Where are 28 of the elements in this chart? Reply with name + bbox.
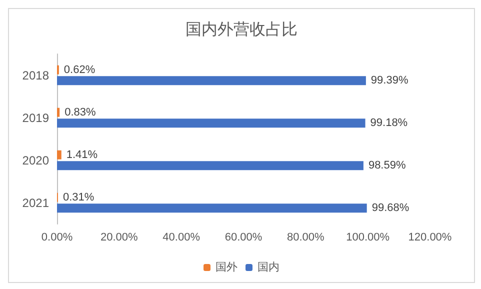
legend-label: 国内: [258, 260, 280, 274]
bar: [57, 118, 366, 128]
bar: [57, 150, 62, 160]
data-label: 0.62%: [64, 64, 96, 76]
data-label: 0.83%: [64, 106, 96, 118]
x-tick-label: 120.00%: [408, 232, 452, 244]
y-tick-label: 2018: [22, 68, 50, 82]
data-label: 98.59%: [368, 160, 406, 172]
data-label: 99.18%: [370, 117, 408, 130]
x-tick-label: 60.00%: [224, 232, 262, 244]
bar: [57, 204, 367, 213]
data-label: 99.39%: [370, 74, 408, 87]
x-tick-label: 0.00%: [41, 232, 73, 244]
data-label: 0.31%: [62, 191, 94, 204]
bar: [57, 76, 366, 86]
chart-title: 国内外营收占比: [186, 20, 298, 38]
data-label: 99.68%: [372, 202, 410, 214]
x-tick-label: 40.00%: [162, 232, 200, 244]
data-label: 1.41%: [66, 148, 98, 161]
y-tick-label: 2020: [22, 153, 50, 168]
legend-label: 国外: [216, 262, 238, 274]
x-tick-label: 100.00%: [346, 232, 390, 244]
x-tick-label: 20.00%: [100, 232, 138, 244]
y-tick-label: 2021: [22, 196, 50, 210]
bar: [57, 161, 364, 170]
y-tick-label: 2019: [22, 110, 50, 125]
bar: [57, 108, 60, 117]
x-tick-label: 80.00%: [287, 232, 325, 244]
